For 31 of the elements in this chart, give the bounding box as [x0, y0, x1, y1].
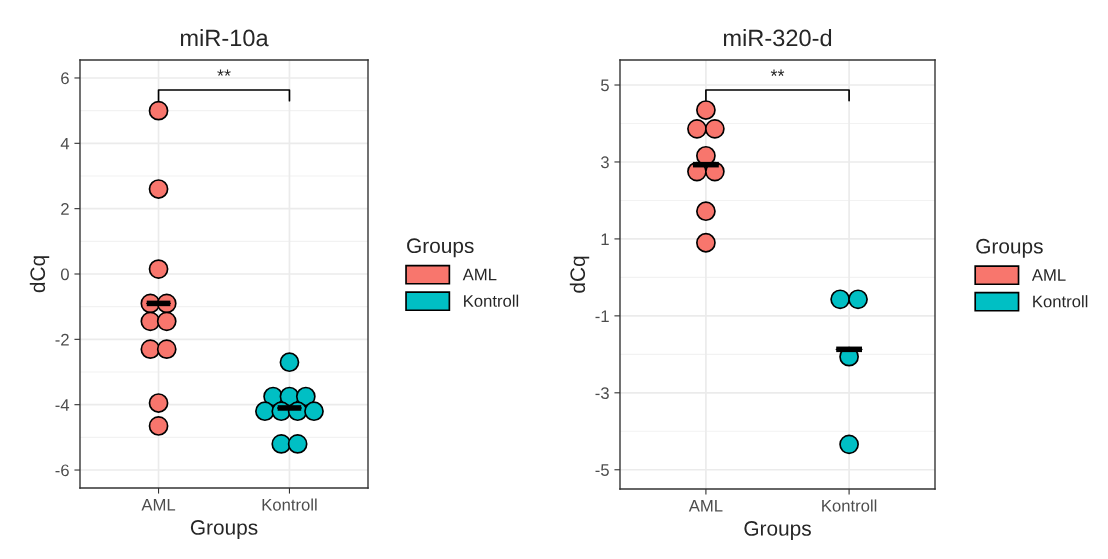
y-tick-label: -6 [55, 464, 69, 477]
x-tick-label: AML [688, 500, 723, 512]
y-tick-label: 2 [61, 203, 69, 215]
y-tick-label: -2 [55, 333, 69, 346]
chart-title: miR-10a [180, 29, 269, 47]
legend-label: AML [462, 268, 497, 281]
legend-label: Kontroll [1033, 295, 1088, 308]
x-tick-label: AML [141, 499, 176, 511]
y-axis-title: dCq [569, 256, 590, 293]
y-axis-title: dCq [29, 256, 50, 293]
x-axis-title: Groups [190, 520, 258, 539]
legend-label: Kontroll [464, 294, 519, 307]
y-tick-label: 1 [601, 233, 609, 245]
x-tick-label: Kontroll [262, 498, 317, 511]
y-tick-label: 0 [60, 268, 69, 281]
y-tick-label: -4 [55, 399, 70, 411]
y-tick-label: 4 [60, 137, 70, 150]
legend-title: Groups [976, 238, 1043, 258]
y-tick-label: -1 [595, 310, 609, 322]
chart-title: miR-320-d [723, 29, 832, 47]
y-tick-label: -3 [595, 387, 609, 400]
legend-label: AML [1031, 269, 1066, 281]
annotation: ** [217, 69, 231, 76]
x-axis-title: Groups [744, 521, 811, 540]
y-tick-label: 6 [61, 72, 69, 85]
y-tick-label: 3 [600, 156, 609, 169]
y-tick-label: 5 [600, 79, 609, 92]
y-tick-label: -5 [595, 464, 609, 476]
x-tick-label: Kontroll [822, 499, 877, 512]
annotation: ** [770, 69, 785, 76]
legend-title: Groups [407, 238, 474, 258]
